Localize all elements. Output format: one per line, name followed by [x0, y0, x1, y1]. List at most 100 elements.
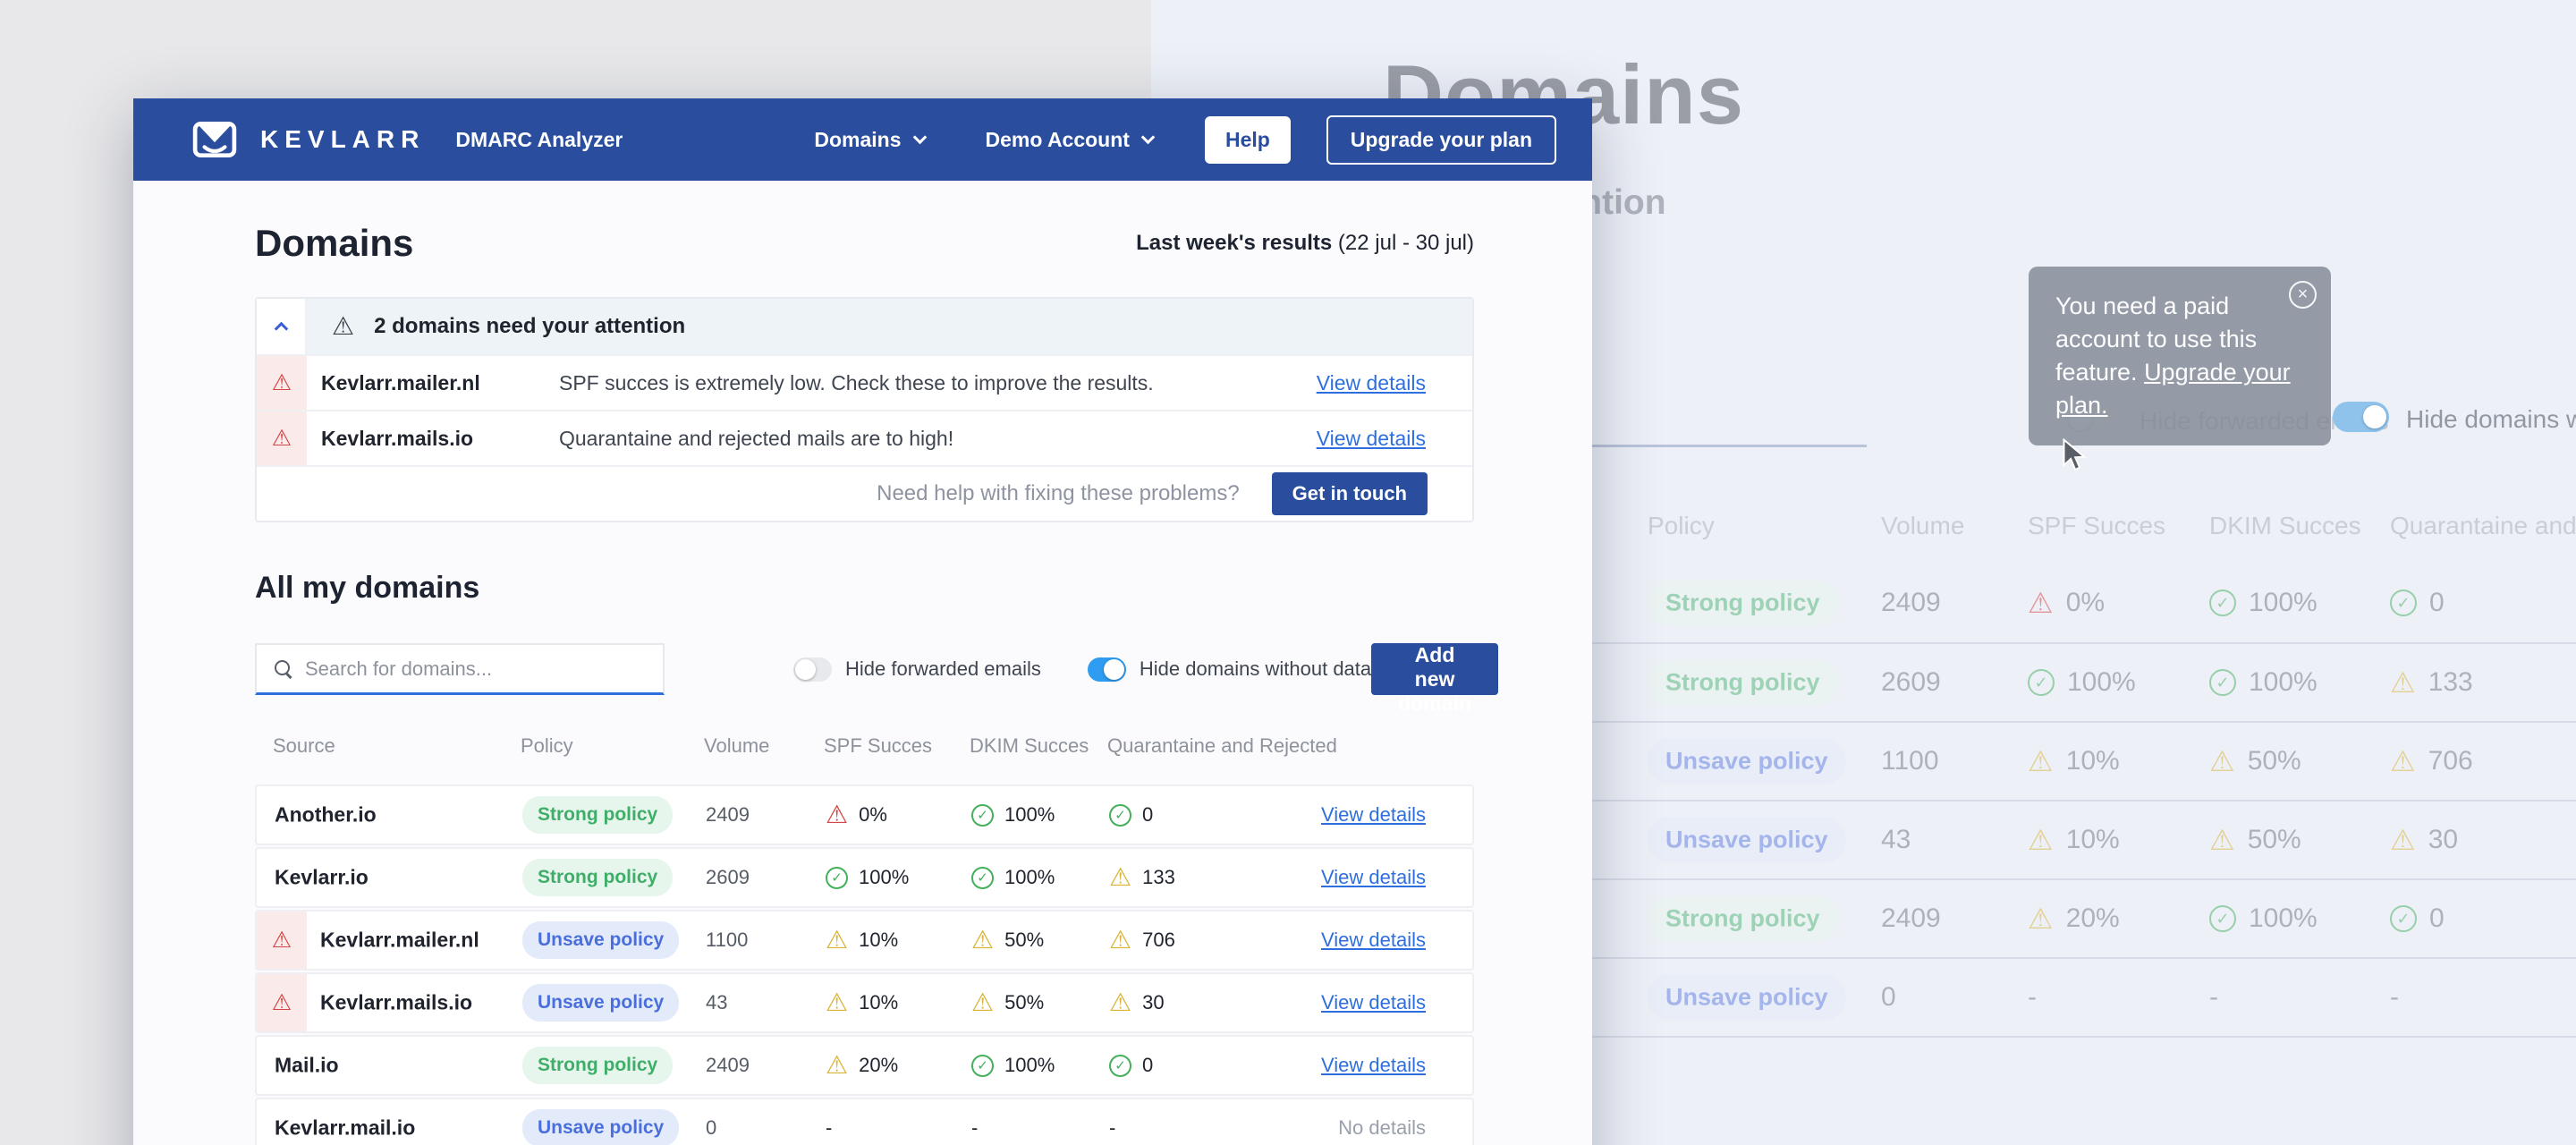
tooltip-upgrade-link[interactable]: Upgrade your plan. — [2055, 359, 2291, 419]
volume-value: 1100 — [706, 929, 749, 951]
nav-menu-account[interactable]: Demo Account — [986, 128, 1156, 152]
toggle-hide-forwarded-emails[interactable] — [793, 657, 832, 682]
check-icon: ✓ — [826, 866, 848, 889]
search-input[interactable] — [305, 657, 663, 681]
check-icon: ✓ — [2209, 589, 2236, 616]
warning-icon: ⚠ — [971, 925, 995, 954]
domain-name: Kevlarr.mails.io — [320, 990, 473, 1014]
domain-name: Kevlarr.mail.io — [275, 1115, 416, 1140]
table-row: ⚠ Kevlarr.mailer.nl Unsave policy 1100 ⚠… — [255, 910, 1474, 971]
collapse-panel-button[interactable] — [257, 299, 307, 354]
domain-name: Mail.io — [275, 1053, 339, 1077]
alert-domain: Kevlarr.mailer.nl — [321, 370, 480, 394]
policy-badge: Strong policy — [522, 796, 674, 834]
nav-menu-domains[interactable]: Domains — [814, 128, 927, 152]
check-icon: ✓ — [971, 1054, 994, 1077]
add-new-domain-button[interactable]: Add new domain — [1371, 643, 1498, 715]
table-body: Another.io Strong policy 2409 ⚠ 0% ✓ 100% … — [255, 785, 1474, 1145]
check-icon: ✓ — [1109, 1054, 1131, 1077]
chevron-down-icon — [912, 130, 927, 145]
policy-badge: Unsave policy — [522, 1109, 680, 1145]
toggle-knob — [795, 658, 816, 680]
app-window: KEVLARR DMARC Analyzer Domains Demo Acco… — [133, 98, 1592, 1145]
warning-icon: ⚠ — [826, 925, 849, 954]
col-dkim: DKIM Succes — [970, 734, 1089, 757]
col-spf: SPF Succes — [824, 734, 933, 757]
table-row: Another.io Strong policy 2409 ⚠ 0% ✓ 100% … — [255, 785, 1474, 845]
policy-badge: Unsave policy — [522, 921, 680, 959]
table-header: Source Policy Volume SPF Succes DKIM Suc… — [255, 734, 1474, 759]
warning-icon: ⚠ — [2209, 744, 2235, 778]
upgrade-plan-button[interactable]: Upgrade your plan — [1326, 114, 1556, 165]
page-title: Domains — [255, 222, 414, 264]
table-controls: Hide forwarded emails Hide domains witho… — [255, 643, 1498, 715]
warning-icon: ⚠ — [1109, 988, 1132, 1017]
table-row: Kevlarr.mail.io Unsave policy 0 - - - No… — [255, 1098, 1474, 1145]
background-table-row: Strong policy 2609 ✓ 100% ✓ 100% ⚠ 133 — [1521, 642, 2576, 721]
get-in-touch-button[interactable]: Get in touch — [1271, 472, 1428, 515]
search-icon — [275, 659, 292, 678]
toggle-knob — [1103, 658, 1124, 680]
volume-value: 43 — [706, 991, 728, 1014]
col-policy: Policy — [521, 734, 573, 757]
view-details-link[interactable]: View details — [1321, 1054, 1426, 1076]
background-table-row: Unsave policy 43 ⚠ 10% ⚠ 50% ⚠ 30 — [1521, 800, 2576, 878]
check-icon: ✓ — [2209, 669, 2236, 696]
check-icon: ✓ — [2390, 905, 2417, 932]
tooltip-text: You need a paid account to use this feat… — [2055, 293, 2258, 386]
warning-icon: ⚠ — [2390, 666, 2416, 700]
col-qr: Quarantaine and Rejected — [1107, 734, 1337, 757]
policy-badge: Strong policy — [522, 859, 674, 896]
warning-icon: ⚠ — [271, 369, 292, 395]
view-details-link[interactable]: View details — [1321, 929, 1426, 951]
volume-value: 2409 — [706, 1054, 750, 1076]
tooltip-close-icon[interactable]: × — [2289, 281, 2317, 309]
toggle-without-data-label: Hide domains without data — [1139, 657, 1372, 680]
upgrade-tooltip: You need a paid account to use this feat… — [2029, 267, 2331, 445]
warning-icon: ⚠ — [826, 1050, 849, 1080]
background-toggle-hide-without-data[interactable] — [2333, 402, 2389, 432]
warning-icon: ⚠ — [2390, 744, 2416, 778]
alert-strip: ⚠ — [257, 912, 307, 969]
warning-icon: ⚠ — [826, 988, 849, 1017]
view-details-link[interactable]: View details — [1316, 370, 1426, 394]
policy-badge: Strong policy — [522, 1047, 674, 1084]
attention-panel-title: 2 domains need your attention — [374, 314, 686, 338]
volume-value: 2609 — [706, 866, 750, 888]
domain-search-box — [255, 643, 665, 695]
check-icon: ✓ — [971, 866, 994, 889]
warning-icon: ⚠ — [2028, 586, 2054, 620]
background-table-row: Strong policy 2409 ⚠ 20% ✓ 100% ✓ 0 — [1521, 878, 2576, 957]
alert-strip: ⚠ — [257, 411, 307, 465]
view-details-link[interactable]: View details — [1321, 866, 1426, 888]
toggle-hide-domains-without-data[interactable] — [1087, 657, 1126, 682]
check-icon: ✓ — [971, 803, 994, 827]
toggle-forwarded-label: Hide forwarded emails — [845, 657, 1041, 680]
alert-message: SPF succes is extremely low. Check these… — [559, 370, 1154, 394]
background-col-qr: Quarantaine and Rejected — [2390, 512, 2576, 539]
warning-icon: ⚠ — [971, 988, 995, 1017]
view-details-link[interactable]: View details — [1316, 426, 1426, 450]
warning-icon: ⚠ — [2209, 823, 2235, 857]
attention-item: ⚠ Kevlarr.mails.io Quarantaine and rejec… — [257, 410, 1472, 465]
background-col-dkim: DKIM Succes — [2209, 512, 2361, 539]
check-icon: ✓ — [2209, 905, 2236, 932]
background-table-row: Strong policy 2409 ⚠ 0% ✓ 100% ✓ 0 — [1521, 564, 2576, 642]
chevron-down-icon — [1140, 130, 1156, 145]
no-details-text: No details — [1338, 1116, 1426, 1139]
background-col-spf: SPF Succes — [2028, 512, 2166, 539]
volume-value: 0 — [706, 1116, 717, 1139]
alert-strip: ⚠ — [257, 356, 307, 410]
domain-name: Kevlarr.mailer.nl — [320, 928, 479, 952]
alert-message: Quarantaine and rejected mails are to hi… — [559, 426, 954, 450]
view-details-link[interactable]: View details — [1321, 991, 1426, 1014]
help-prompt-text: Need help with fixing these problems? — [877, 481, 1240, 505]
help-button[interactable]: Help — [1204, 115, 1291, 164]
view-details-link[interactable]: View details — [1321, 803, 1426, 826]
warning-icon: ⚠ — [826, 800, 849, 829]
brand-name: KEVLARR — [260, 125, 426, 153]
warning-icon: ⚠ — [2028, 823, 2054, 857]
all-domains-title: All my domains — [255, 571, 480, 605]
background-table-row: Unsave policy 1100 ⚠ 10% ⚠ 50% ⚠ 706 — [1521, 721, 2576, 800]
